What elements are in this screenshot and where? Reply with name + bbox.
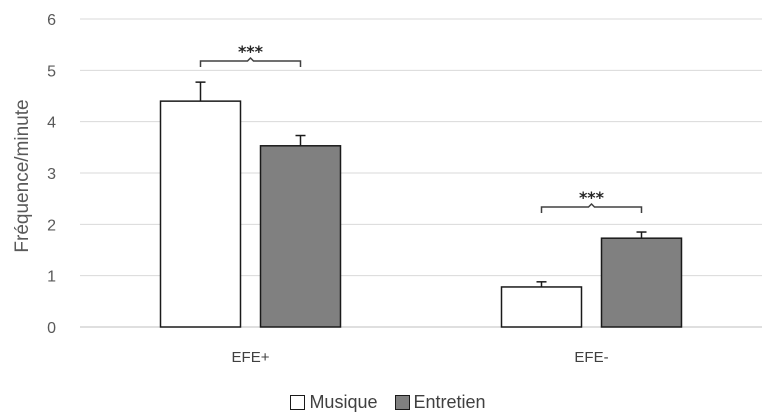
significance-bracket-1 bbox=[540, 202, 643, 213]
significance-brackets: *** *** bbox=[199, 42, 643, 213]
bar-musique-1 bbox=[500, 286, 583, 328]
legend-label-musique: Musique bbox=[309, 392, 378, 412]
significance-label-1: *** bbox=[579, 188, 605, 207]
legend-swatch-entretien bbox=[394, 395, 410, 410]
bar-musique-0 bbox=[159, 100, 242, 328]
y-tick-label-1: 1 bbox=[47, 269, 56, 286]
legend-swatch-musique bbox=[290, 395, 306, 410]
y-tick-label-3: 3 bbox=[47, 166, 56, 183]
significance-label-0: *** bbox=[238, 42, 264, 61]
significance-bracket-0 bbox=[199, 56, 302, 67]
y-tick-label-5: 5 bbox=[47, 63, 56, 80]
y-axis-title: Fréquence/minute bbox=[12, 99, 33, 252]
y-tick-label-4: 4 bbox=[47, 115, 56, 132]
legend-label-entretien: Entretien bbox=[413, 392, 486, 412]
category-labels: EFE+ EFE- bbox=[232, 349, 609, 366]
legend-item-entretien: Entretien bbox=[394, 392, 486, 413]
category-label-1: EFE- bbox=[574, 349, 608, 366]
bar-entretien-1 bbox=[600, 237, 683, 328]
bars bbox=[159, 81, 683, 328]
y-axis-ticks: 0 1 2 3 4 5 6 bbox=[47, 12, 56, 337]
bar-entretien-0 bbox=[259, 145, 342, 328]
y-tick-label-6: 6 bbox=[47, 12, 56, 29]
y-tick-label-0: 0 bbox=[47, 320, 56, 337]
legend-item-musique: Musique bbox=[290, 392, 377, 413]
y-tick-label-2: 2 bbox=[47, 217, 56, 234]
legend: Musique Entretien bbox=[0, 392, 776, 415]
category-label-0: EFE+ bbox=[232, 349, 270, 366]
